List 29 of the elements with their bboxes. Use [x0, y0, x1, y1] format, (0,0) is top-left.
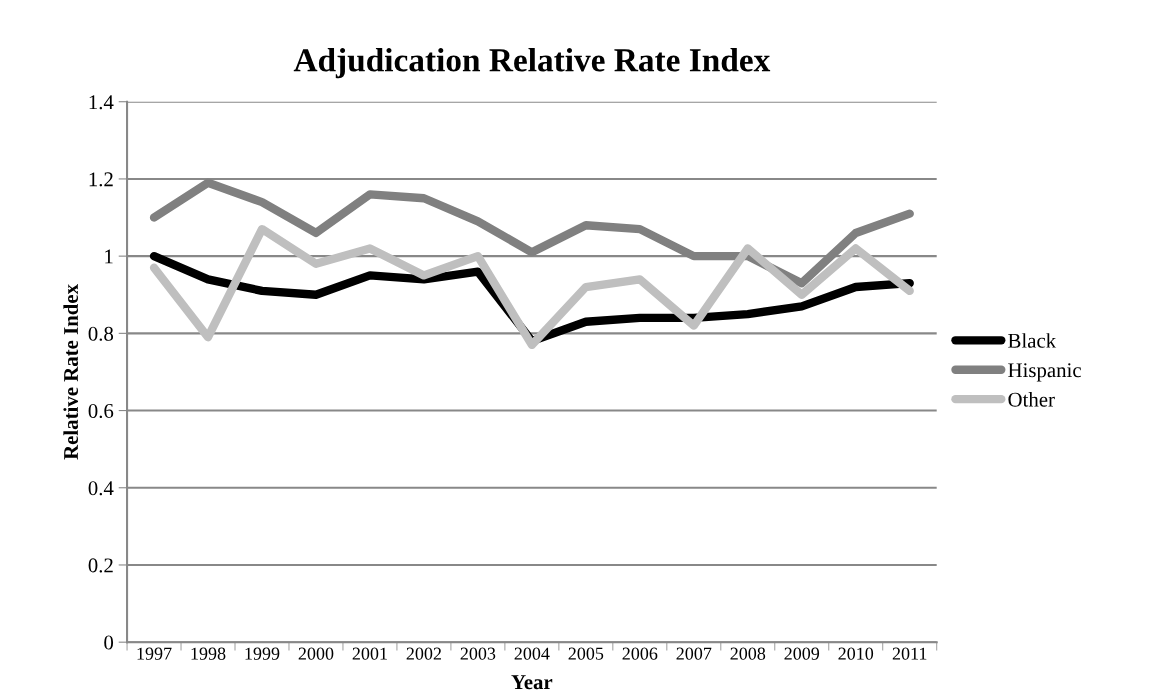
- x-tick-label: 2007: [676, 647, 712, 660]
- y-tick-label: 1.2: [89, 172, 113, 187]
- x-tick-label: 2010: [838, 647, 874, 660]
- x-axis-title: Year: [511, 675, 553, 690]
- x-tick-label: 1998: [191, 647, 226, 660]
- y-tick-label: 0.2: [88, 558, 113, 573]
- y-tick-label: 0: [104, 635, 114, 650]
- y-axis-title: Relative Rate Index: [63, 284, 79, 460]
- y-tick-label: 0.8: [88, 326, 114, 341]
- x-tick-label: 1999: [245, 647, 280, 660]
- chart-title: Adjudication Relative Rate Index: [293, 48, 771, 79]
- x-tick-label: 2000: [298, 647, 334, 660]
- y-tick-label: 0.6: [88, 403, 114, 419]
- y-tick-label: 1.4: [89, 95, 114, 110]
- y-tick-label: 0.4: [88, 481, 114, 496]
- x-tick-label: 2006: [622, 647, 658, 660]
- x-tick-label: 1997: [137, 647, 172, 660]
- x-tick-label: 2002: [406, 647, 441, 660]
- x-tick-label: 2008: [730, 647, 766, 660]
- x-tick-label: 2001: [352, 647, 387, 660]
- x-tick-label: 2009: [784, 647, 820, 660]
- legend-label: Black: [1008, 333, 1057, 348]
- legend-label: Hispanic: [1008, 363, 1081, 382]
- y-tick-label: 1: [105, 249, 113, 264]
- x-tick-label: 2005: [568, 647, 604, 660]
- x-tick-label: 2004: [514, 647, 550, 660]
- legend-label: Other: [1008, 392, 1055, 407]
- x-tick-label: 2011: [892, 647, 927, 660]
- x-tick-label: 2003: [460, 647, 496, 660]
